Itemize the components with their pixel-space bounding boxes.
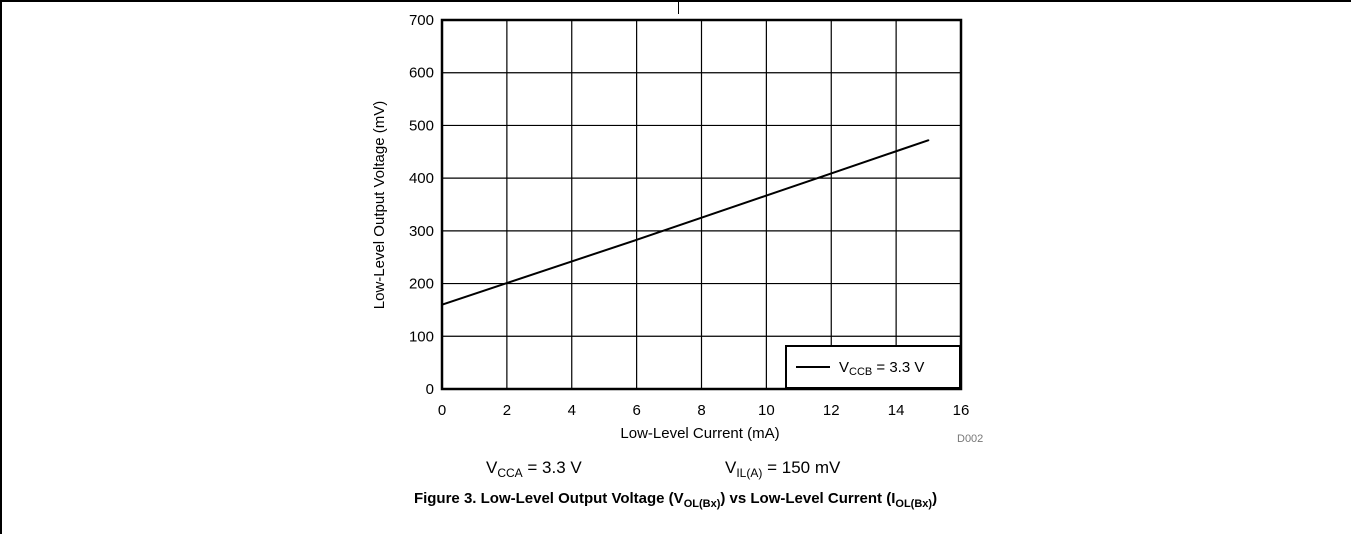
x-tick-label: 0 <box>438 402 446 419</box>
y-axis-title: Low-Level Output Voltage (mV) <box>371 101 388 309</box>
x-axis-title: Low-Level Current (mA) <box>620 425 779 442</box>
data-point <box>765 194 768 197</box>
plot-frame <box>440 18 963 391</box>
y-tick-label: 500 <box>409 117 434 134</box>
y-tick-labels: 0 100 200 300 400 500 600 700 <box>409 12 434 398</box>
x-tick-labels: 0 2 4 6 8 10 12 14 16 <box>438 402 970 419</box>
data-point <box>700 216 703 219</box>
x-tick-label: 6 <box>632 402 640 419</box>
x-tick-label: 14 <box>888 402 905 419</box>
data-point <box>506 282 508 284</box>
data-point <box>927 139 930 141</box>
y-tick-label: 100 <box>409 328 434 345</box>
series-line <box>441 139 929 306</box>
y-tick-label: 400 <box>409 170 434 187</box>
condition-vil: VIL(A) = 150 mV <box>725 458 841 480</box>
x-tick-label: 2 <box>503 402 511 419</box>
y-tick-label: 200 <box>409 276 434 293</box>
page-border-top <box>0 0 1351 2</box>
data-point <box>895 150 897 153</box>
y-tick-label: 600 <box>409 65 434 82</box>
y-tick-label: 300 <box>409 223 434 240</box>
table-cell-divider <box>678 0 679 14</box>
grid <box>441 19 962 390</box>
x-tick-label: 12 <box>823 402 840 419</box>
data-point <box>830 172 833 175</box>
x-tick-label: 4 <box>568 402 576 419</box>
y-tick-label: 0 <box>426 381 434 398</box>
page-border-left <box>0 0 2 534</box>
data-point <box>570 260 573 263</box>
condition-vcca: VCCA = 3.3 V <box>486 458 582 480</box>
figure-id: D002 <box>957 433 983 445</box>
series-layer <box>441 139 930 306</box>
x-tick-label: 10 <box>758 402 775 419</box>
legend-entry: VCCB = 3.3 V <box>839 359 924 378</box>
legend: VCCB = 3.3 V <box>785 345 961 389</box>
data-point <box>635 239 638 241</box>
x-tick-label: 16 <box>953 402 970 419</box>
figure-caption: Figure 3. Low-Level Output Voltage (VOL(… <box>413 490 938 510</box>
x-tick-label: 8 <box>697 402 705 419</box>
y-tick-label: 700 <box>409 12 434 29</box>
